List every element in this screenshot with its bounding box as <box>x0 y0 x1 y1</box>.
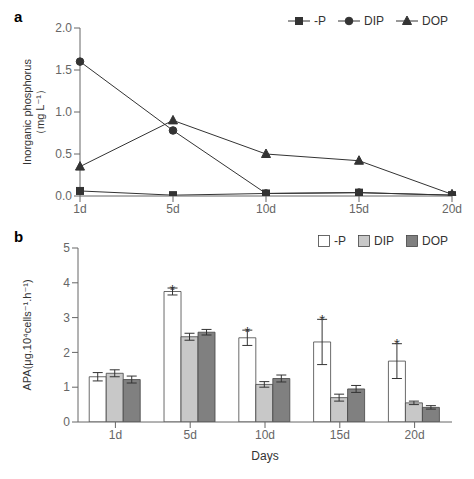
svg-text:20d: 20d <box>442 202 462 216</box>
svg-text:*: * <box>170 281 176 298</box>
svg-text:1d: 1d <box>73 202 86 216</box>
html-text:-P: -P <box>314 14 326 28</box>
html-text:DIP: DIP <box>364 14 384 28</box>
svg-text:0.0: 0.0 <box>55 189 72 203</box>
html-text:DOP: DOP <box>422 14 448 28</box>
svg-text:1d: 1d <box>109 428 122 442</box>
svg-text:15d: 15d <box>330 428 350 442</box>
svg-text:*: * <box>394 335 400 352</box>
svg-text:0: 0 <box>63 415 70 429</box>
svg-text:10d: 10d <box>255 428 275 442</box>
svg-text:*: * <box>319 311 325 328</box>
svg-text:2.0: 2.0 <box>55 21 72 35</box>
svg-text:1.5: 1.5 <box>55 63 72 77</box>
svg-text:*: * <box>244 323 250 340</box>
svg-text:1: 1 <box>63 380 70 394</box>
svg-text:APA(μg.10⁴cells⁻¹.h⁻¹): APA(μg.10⁴cells⁻¹.h⁻¹) <box>21 279 33 390</box>
svg-text:Days: Days <box>251 449 278 463</box>
svg-text:5d: 5d <box>166 202 179 216</box>
svg-text:5d: 5d <box>184 428 197 442</box>
html-text:DOP: DOP <box>422 234 448 248</box>
svg-text:15d: 15d <box>349 202 369 216</box>
html-text:b: b <box>14 228 24 245</box>
svg-text:20d: 20d <box>405 428 425 442</box>
svg-text:1.0: 1.0 <box>55 105 72 119</box>
html-text:DIP: DIP <box>374 234 394 248</box>
html-text:-P: -P <box>334 234 346 248</box>
svg-text:3: 3 <box>63 311 70 325</box>
svg-text:5: 5 <box>63 241 70 255</box>
svg-text:10d: 10d <box>256 202 276 216</box>
html-text:a: a <box>14 8 23 25</box>
svg-text:0.5: 0.5 <box>55 147 72 161</box>
svg-text:2: 2 <box>63 346 70 360</box>
svg-text:4: 4 <box>63 276 70 290</box>
svg-text:Inorganic phosphorus（mg L⁻¹）: Inorganic phosphorus（mg L⁻¹） <box>21 59 46 165</box>
